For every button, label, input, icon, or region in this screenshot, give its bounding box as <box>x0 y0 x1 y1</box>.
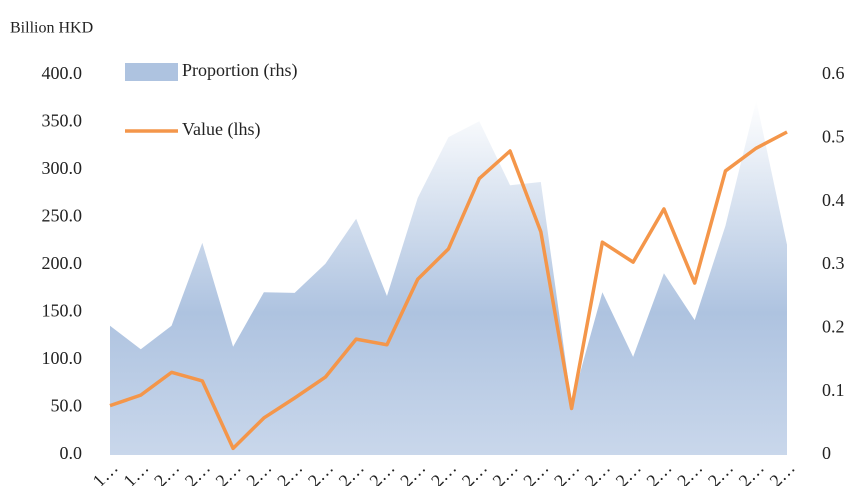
y-tick-label: 200.0 <box>42 253 83 273</box>
y-tick-label: 350.0 <box>42 111 83 131</box>
y2-tick-label: 0.2 <box>822 316 845 336</box>
y-tick-label: 250.0 <box>42 206 83 226</box>
x-tick-label: 2… <box>735 458 768 486</box>
y-tick-label: 0.0 <box>60 443 83 463</box>
x-tick-label: 2… <box>273 458 306 486</box>
x-tick-label: 2… <box>212 458 245 486</box>
x-tick-label: 2… <box>150 458 183 486</box>
x-tick-label: 2… <box>304 458 337 486</box>
y-tick-label: 400.0 <box>42 63 83 83</box>
x-tick-label: 2… <box>612 458 645 486</box>
x-tick-label: 2… <box>242 458 275 486</box>
axis-unit: Billion HKD <box>10 20 93 37</box>
x-tick-label: 2… <box>335 458 368 486</box>
x-tick-label: 2… <box>181 458 214 486</box>
x-tick-label: 2… <box>458 458 491 486</box>
line <box>109 130 788 451</box>
x-tick-label: 1… <box>89 458 122 486</box>
legend-label: Value (lhs) <box>182 119 260 140</box>
y-tick-label: 50.0 <box>51 396 83 416</box>
y-tick-label: 100.0 <box>42 348 83 368</box>
y-tick-label: 300.0 <box>42 158 83 178</box>
y-tick-label: 150.0 <box>42 301 83 321</box>
x-tick-label: 2… <box>489 458 522 486</box>
legend-label: Proportion (rhs) <box>182 60 298 81</box>
x-tick-label: 2… <box>427 458 460 486</box>
x-tick-label: 1… <box>119 458 152 486</box>
x-tick-label: 2… <box>704 458 737 486</box>
y2-tick-label: 0.3 <box>822 253 845 273</box>
x-tick-label: 2… <box>519 458 552 486</box>
y2-tick-label: 0.5 <box>822 126 845 146</box>
x-tick-label: 2… <box>673 458 706 486</box>
y2-tick-label: 0 <box>822 443 831 463</box>
x-tick-label: 2… <box>766 458 799 486</box>
y2-tick-label: 0.1 <box>822 380 845 400</box>
x-tick-label: 2… <box>550 458 583 486</box>
x-tick-label: 2… <box>581 458 614 486</box>
x-tick-label: 2… <box>365 458 398 486</box>
x-tick-label: 2… <box>396 458 429 486</box>
x-tick-label: 2… <box>642 458 675 486</box>
area <box>110 100 787 455</box>
y2-tick-label: 0.4 <box>822 190 845 210</box>
legend-swatch <box>125 63 178 81</box>
y2-tick-label: 0.6 <box>822 63 845 83</box>
